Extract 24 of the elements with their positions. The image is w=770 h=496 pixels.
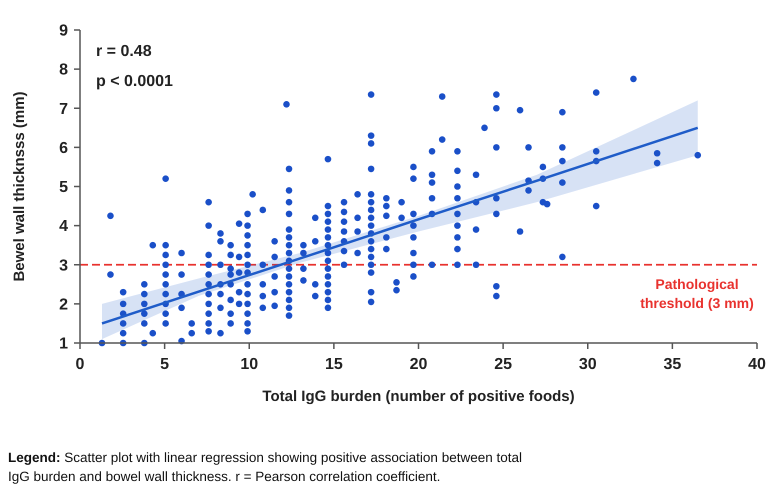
- x-tick-label: 10: [240, 356, 258, 373]
- y-tick-label: 2: [59, 296, 68, 314]
- ref-line-label: Pathological threshold (3 mm): [640, 276, 754, 311]
- x-tick-label: 30: [578, 356, 597, 373]
- y-tick-label: 7: [59, 100, 68, 118]
- y-tick-label: 9: [59, 22, 68, 40]
- y-tick-label: 8: [59, 62, 68, 79]
- x-tick-label: 25: [494, 356, 512, 373]
- y-axis-title: Bewel wall thicknsss (mm): [11, 91, 28, 282]
- y-tick-label: 6: [59, 140, 68, 157]
- y-tick-label: 3: [59, 257, 68, 274]
- x-tick-label: 5: [160, 356, 170, 373]
- y-tick-label: 1: [59, 336, 68, 353]
- x-tick-label: 40: [748, 356, 766, 373]
- text: Legend: Scatter plot with linear regression showing positive association between total IgG burden and bowel wall thickness. r = Pearson correlation coefficient.: [8, 450, 522, 484]
- x-tick-label: 20: [410, 356, 428, 373]
- y-tick-label: 4: [59, 218, 68, 236]
- annotation: p < 0.0001: [96, 73, 174, 90]
- x-axis-title: Total IgG burden (number of positive foods): [262, 388, 575, 405]
- annotation: r = 0.48: [96, 43, 152, 60]
- y-tick-label: 5: [59, 179, 68, 196]
- x-tick-label: 15: [324, 356, 343, 373]
- x-tick-label: 35: [663, 356, 682, 373]
- x-tick-label: 0: [76, 356, 85, 373]
